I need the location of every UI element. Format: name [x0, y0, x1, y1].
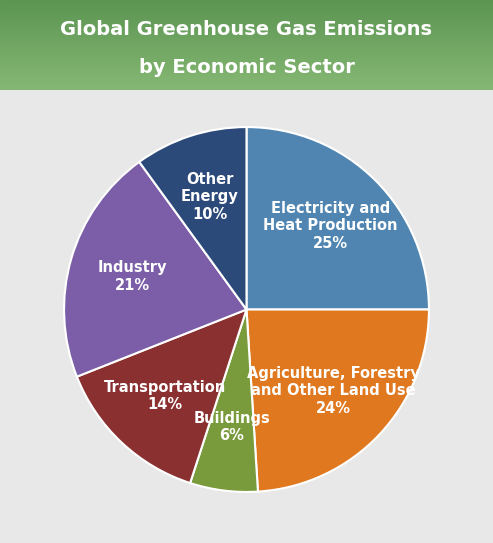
Text: by Economic Sector: by Economic Sector	[139, 58, 354, 77]
Bar	[0, 15, 493, 16]
Bar	[0, 82, 493, 83]
Wedge shape	[64, 162, 246, 377]
Text: Electricity and
Heat Production
25%: Electricity and Heat Production 25%	[263, 201, 398, 250]
Bar	[0, 39, 493, 40]
Text: Global Greenhouse Gas Emissions: Global Greenhouse Gas Emissions	[61, 20, 432, 39]
Bar	[0, 40, 493, 41]
Bar	[0, 54, 493, 55]
Bar	[0, 65, 493, 66]
Text: Industry
21%: Industry 21%	[98, 260, 167, 293]
Bar	[0, 73, 493, 74]
Bar	[0, 17, 493, 18]
Bar	[0, 52, 493, 53]
Bar	[0, 29, 493, 30]
Bar	[0, 4, 493, 5]
Bar	[0, 18, 493, 19]
Text: Transportation
14%: Transportation 14%	[104, 380, 226, 412]
Bar	[0, 60, 493, 61]
Bar	[0, 61, 493, 62]
Bar	[0, 26, 493, 27]
Text: Other
Energy
10%: Other Energy 10%	[181, 172, 239, 222]
Bar	[0, 83, 493, 84]
Bar	[0, 12, 493, 14]
Bar	[0, 28, 493, 29]
Bar	[0, 21, 493, 22]
Bar	[0, 86, 493, 87]
Bar	[0, 79, 493, 81]
Bar	[0, 22, 493, 23]
Bar	[0, 1, 493, 2]
Wedge shape	[139, 127, 246, 310]
Bar	[0, 3, 493, 4]
Bar	[0, 7, 493, 8]
Bar	[0, 55, 493, 56]
Bar	[0, 70, 493, 71]
Bar	[0, 0, 493, 1]
Wedge shape	[77, 310, 246, 483]
Bar	[0, 38, 493, 39]
Wedge shape	[246, 127, 429, 310]
Bar	[0, 41, 493, 42]
Bar	[0, 23, 493, 24]
Bar	[0, 14, 493, 15]
Bar	[0, 33, 493, 34]
Bar	[0, 11, 493, 12]
Bar	[0, 75, 493, 76]
Bar	[0, 31, 493, 33]
Bar	[0, 48, 493, 49]
Bar	[0, 62, 493, 64]
Bar	[0, 20, 493, 21]
Bar	[0, 57, 493, 58]
Bar	[0, 36, 493, 37]
Bar	[0, 27, 493, 28]
Bar	[0, 2, 493, 3]
Bar	[0, 50, 493, 52]
Bar	[0, 81, 493, 82]
Bar	[0, 49, 493, 50]
Bar	[0, 30, 493, 31]
Bar	[0, 77, 493, 78]
Bar	[0, 47, 493, 48]
Text: Agriculture, Forestry
and Other Land Use
24%: Agriculture, Forestry and Other Land Use…	[246, 366, 420, 415]
Bar	[0, 34, 493, 35]
Bar	[0, 9, 493, 10]
Bar	[0, 85, 493, 86]
Bar	[0, 35, 493, 36]
Wedge shape	[190, 310, 258, 492]
Bar	[0, 24, 493, 26]
Bar	[0, 5, 493, 7]
Bar	[0, 53, 493, 54]
Bar	[0, 59, 493, 60]
Bar	[0, 10, 493, 11]
Bar	[0, 43, 493, 45]
Bar	[0, 58, 493, 59]
Bar	[0, 76, 493, 77]
Bar	[0, 66, 493, 67]
Bar	[0, 46, 493, 47]
Text: Buildings
6%: Buildings 6%	[193, 411, 270, 444]
Bar	[0, 67, 493, 68]
Bar	[0, 84, 493, 85]
Bar	[0, 78, 493, 79]
Bar	[0, 72, 493, 73]
Bar	[0, 64, 493, 65]
Bar	[0, 89, 493, 90]
Wedge shape	[246, 310, 429, 491]
Bar	[0, 74, 493, 75]
Bar	[0, 8, 493, 9]
Bar	[0, 19, 493, 20]
Bar	[0, 37, 493, 38]
Bar	[0, 87, 493, 89]
Bar	[0, 45, 493, 46]
Bar	[0, 42, 493, 43]
Bar	[0, 68, 493, 70]
Bar	[0, 71, 493, 72]
Bar	[0, 56, 493, 57]
Bar	[0, 16, 493, 17]
